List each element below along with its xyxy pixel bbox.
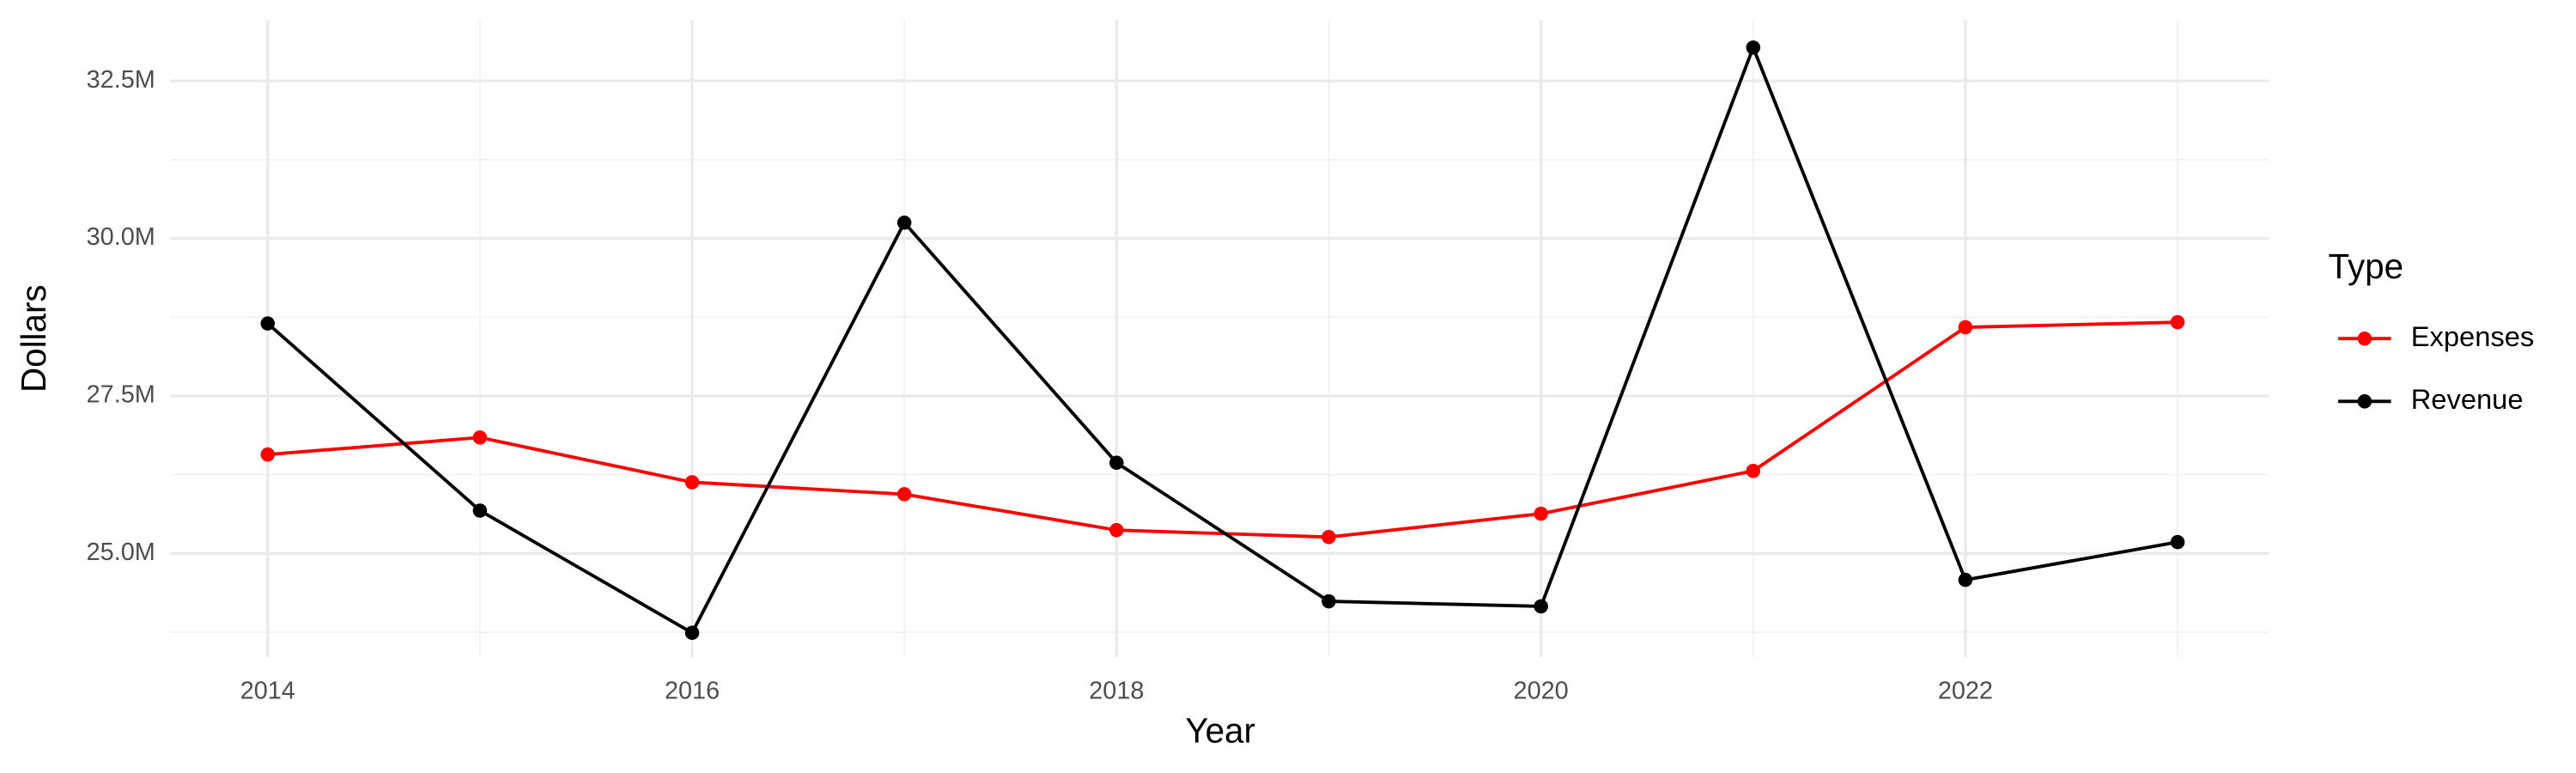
y-axis-title: Dollars: [14, 284, 53, 393]
data-point: [260, 316, 276, 331]
data-point: [1321, 530, 1336, 545]
data-point: [1746, 40, 1761, 55]
x-tick-label: 2016: [665, 677, 720, 704]
data-point: [260, 447, 276, 462]
y-tick-label: 25.0M: [87, 539, 155, 566]
x-tick-label: 2018: [1089, 677, 1144, 704]
data-point: [1746, 463, 1761, 478]
data-point: [1958, 320, 1973, 335]
data-point: [896, 215, 912, 230]
data-point: [2170, 314, 2185, 330]
data-point: [896, 487, 912, 502]
data-point: [1109, 522, 1124, 538]
data-point: [472, 503, 488, 518]
y-tick-label: 30.0M: [87, 223, 155, 251]
y-tick-label: 32.5M: [87, 66, 155, 94]
legend-title: Type: [2329, 247, 2404, 286]
data-point: [1534, 599, 1548, 614]
x-tick-label: 2014: [240, 677, 295, 704]
data-point: [472, 430, 488, 445]
x-tick-label: 2022: [1938, 677, 1993, 704]
legend-label: Expenses: [2411, 320, 2535, 352]
x-axis-title: Year: [1185, 711, 1255, 751]
data-point: [1321, 593, 1336, 609]
data-point: [2170, 534, 2185, 550]
y-tick-label: 27.5M: [87, 381, 155, 409]
data-point: [684, 625, 700, 641]
series-line: [266, 43, 2178, 636]
legend-key-point: [2357, 331, 2372, 346]
x-tick-label: 2020: [1514, 677, 1569, 704]
data-point: [1534, 506, 1548, 521]
legend-key-point: [2357, 394, 2372, 409]
legend-label: Revenue: [2411, 383, 2524, 415]
data-point: [684, 475, 700, 490]
data-point: [1958, 572, 1973, 587]
data-point: [1109, 455, 1124, 471]
